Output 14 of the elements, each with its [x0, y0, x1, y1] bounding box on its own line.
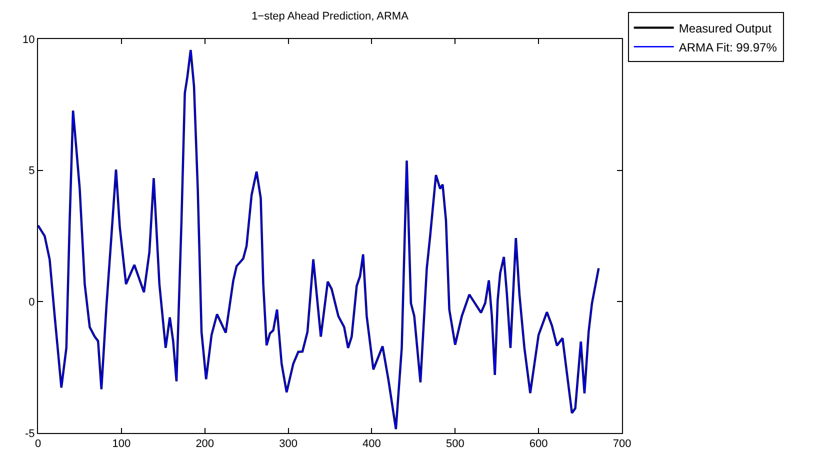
y-tick-label: -5	[25, 428, 35, 440]
legend-label: Measured Output	[678, 21, 772, 36]
chart-title: 1−step Ahead Prediction, ARMA	[252, 10, 410, 22]
x-tick-label: 400	[362, 438, 381, 450]
y-tick-label: 0	[28, 296, 35, 309]
legend-label: ARMA Fit: 99.97%	[678, 40, 778, 54]
x-tick-label: 600	[529, 438, 548, 450]
x-tick-label: 500	[446, 438, 464, 450]
x-tick-label: 100	[112, 438, 131, 450]
x-tick-label: 200	[196, 438, 214, 450]
x-tick-label: 700	[612, 438, 632, 450]
y-tick-label: 10	[22, 34, 35, 46]
y-tick-label: 5	[28, 165, 35, 178]
x-tick-label: 300	[279, 438, 298, 450]
